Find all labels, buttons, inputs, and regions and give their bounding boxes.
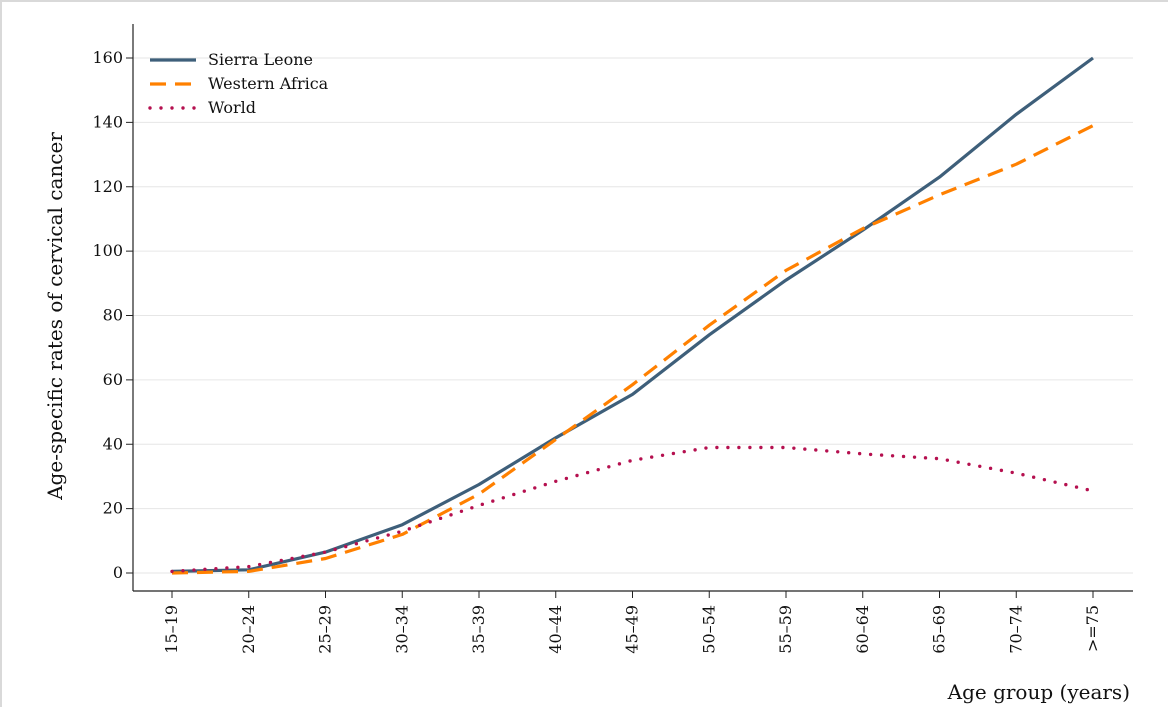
legend: Sierra Leone Western Africa World: [148, 50, 329, 117]
y-axis-label: Age-specific rates of cervical cancer: [43, 132, 67, 501]
y-tick-label: 40: [103, 434, 123, 453]
x-tick-label: 30–34: [392, 605, 411, 654]
legend-label: Western Africa: [208, 74, 329, 93]
series-line-world: [170, 445, 1095, 574]
x-tick-label: 15–19: [162, 605, 181, 654]
x-tick-label: 65–69: [930, 605, 949, 654]
y-axis: 0 20 40 60 80 100 120 140 160: [92, 24, 134, 591]
y-tick-label: 60: [103, 370, 123, 389]
x-tick-label: 40–44: [546, 605, 565, 654]
x-axis-label: Age group (years): [947, 680, 1130, 704]
y-tick-label: 140: [92, 112, 123, 131]
x-tick-label: 50–54: [699, 605, 718, 654]
x-tick-label: 70–74: [1006, 605, 1025, 654]
x-tick-label: >=75: [1083, 605, 1102, 652]
legend-label: World: [208, 98, 256, 117]
x-tick-label: 20–24: [239, 605, 258, 654]
y-tick-label: 120: [92, 177, 123, 196]
y-tick-label: 80: [103, 306, 123, 325]
y-tick-label: 0: [113, 563, 123, 582]
x-tick-label: 55–59: [776, 605, 795, 654]
x-tick-label: 25–29: [316, 605, 335, 654]
legend-label: Sierra Leone: [208, 50, 313, 69]
grid-lines: [133, 57, 1133, 574]
series-line-western-africa: [171, 124, 1094, 575]
y-tick-label: 100: [92, 241, 123, 260]
series-lines: [170, 56, 1095, 575]
y-tick-label: 20: [103, 499, 123, 518]
x-axis: 15–19 20–24 25–29 30–34 35–39 40–44 45–49 50–54…: [133, 590, 1133, 654]
x-tick-label: 45–49: [623, 605, 642, 654]
series-line-sierra-leone: [171, 56, 1094, 573]
x-tick-label: 60–64: [853, 605, 872, 654]
y-tick-label: 160: [92, 48, 123, 67]
x-tick-label: 35–39: [469, 605, 488, 654]
